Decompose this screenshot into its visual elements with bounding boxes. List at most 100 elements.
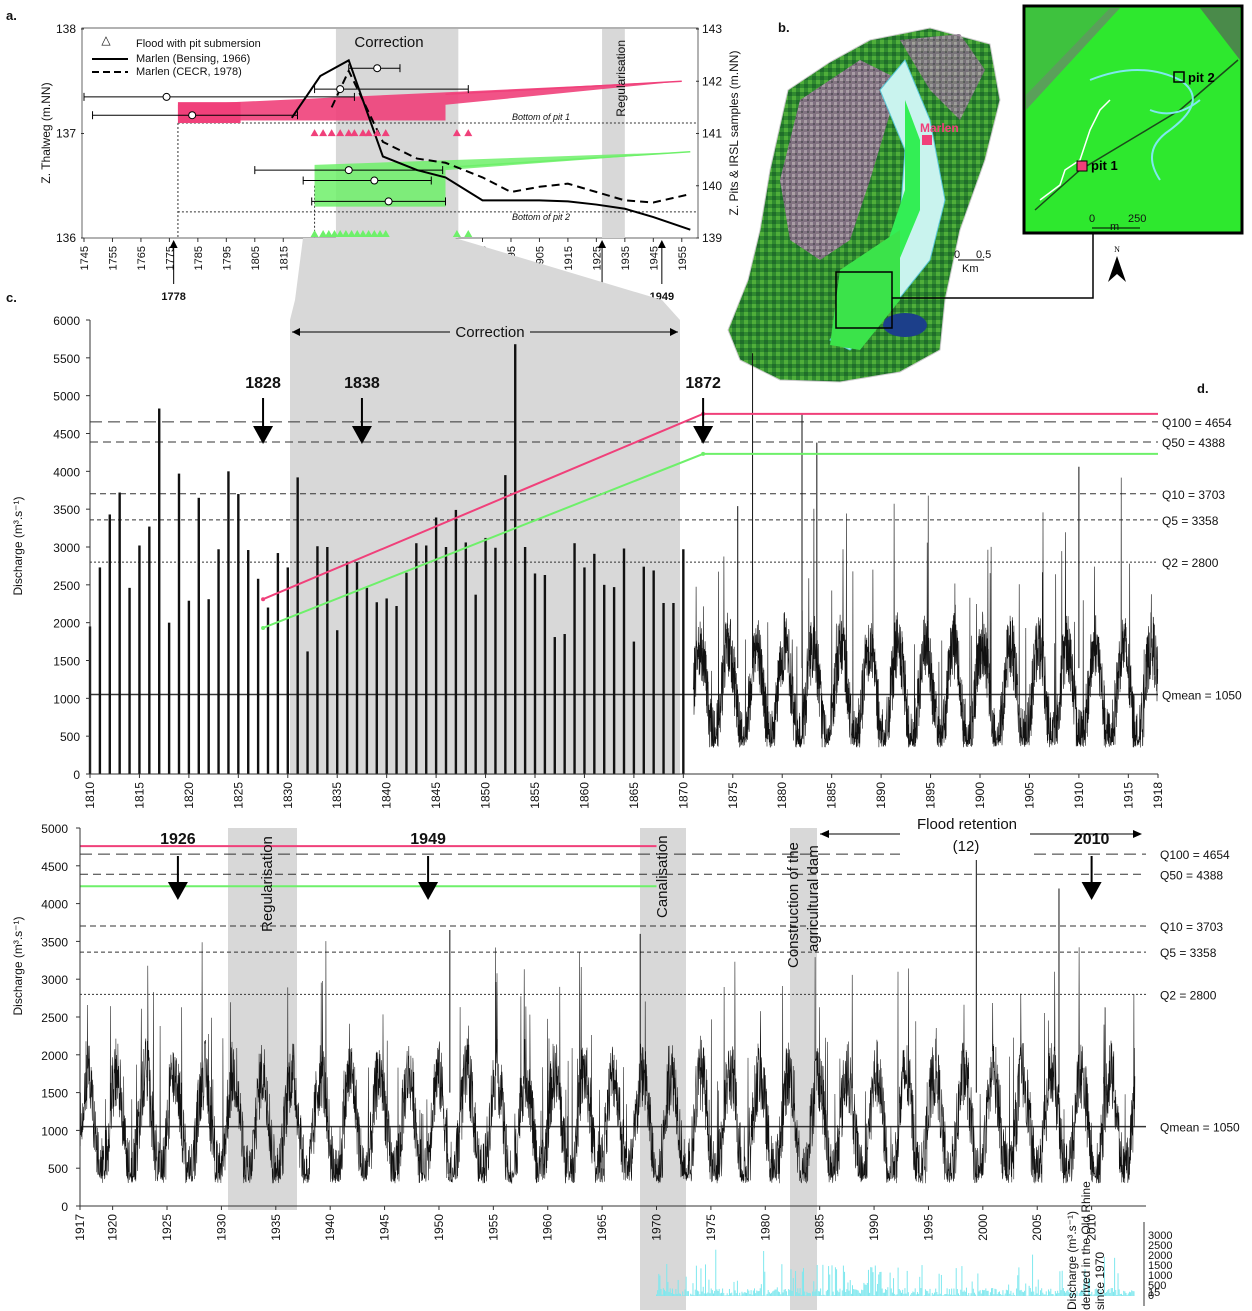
x-tick-label: 1890 [874, 782, 888, 809]
event-arrow-icon [1081, 882, 1102, 900]
old-rhine-label-line: derived in the Old Rhine [1079, 1181, 1093, 1310]
x-tick-label: 1960 [541, 1214, 555, 1241]
x-tick-label: 1885 [825, 782, 839, 809]
panel-label-b: b. [778, 20, 790, 35]
annual-bar [682, 549, 685, 774]
x-tick-label: 1850 [479, 782, 493, 809]
annual-bar [543, 574, 547, 774]
svg-text:agricultural dam: agricultural dam [805, 845, 822, 952]
daily-line [79, 941, 1136, 1185]
annual-bar [573, 543, 576, 774]
annual-bar [128, 587, 131, 774]
y-tick-label: 2500 [41, 1011, 68, 1025]
annual-bar [385, 598, 388, 774]
daily-discharge [692, 353, 1159, 748]
annual-bar [207, 599, 210, 774]
y-tick-label: 138 [56, 22, 76, 36]
annual-bar [237, 494, 240, 774]
annual-bar [108, 514, 111, 774]
annual-bar [612, 587, 616, 774]
quantile-label: Qmean = 1050 [1160, 1121, 1240, 1135]
y-tick-label: 4500 [41, 860, 68, 874]
sample-point [384, 197, 393, 206]
event-label: 1838 [344, 375, 380, 392]
annual-bar [464, 542, 467, 774]
y-tick-label: 3000 [53, 541, 80, 555]
x-tick-label: 1945 [378, 1214, 392, 1241]
quantile-label: Q100 = 4654 [1162, 416, 1232, 430]
flood-triangle [452, 129, 461, 137]
legend-item: Flood with pit submersion [136, 38, 261, 50]
x-tick-label: 1917 [73, 1214, 87, 1241]
annual-bar [197, 497, 200, 774]
y-tick-label: 1000 [41, 1124, 68, 1138]
event-label: 1926 [160, 831, 196, 848]
flood-triangle [364, 129, 373, 137]
y-tick-label: 3500 [53, 503, 80, 517]
annual-bar [563, 634, 566, 774]
annual-bar [365, 587, 369, 774]
y-tick-label: 5000 [41, 822, 68, 836]
event-arrow-icon [657, 240, 666, 248]
map-scale-inset: 0 250 m [1089, 213, 1146, 233]
flood-triangle [330, 230, 339, 237]
annual-bar [247, 550, 250, 774]
urban-area [900, 34, 985, 120]
annual-bar [454, 509, 458, 774]
x-tick-label: 1965 [595, 1214, 609, 1241]
y-tick-label: 4000 [41, 898, 68, 912]
trend-point [261, 625, 266, 630]
quantile-label: Q5 = 3358 [1160, 946, 1217, 960]
x-tick-label: 1870 [676, 782, 690, 809]
sample-point [344, 166, 353, 175]
x-tick-label: 1945 [648, 246, 660, 270]
annual-bar [375, 602, 378, 774]
old-rhine-tick-label: 500 [1148, 1280, 1166, 1292]
old-rhine-label-line: since 1970 [1093, 1252, 1107, 1310]
flood-triangle [324, 230, 333, 237]
y-tick-label: 500 [60, 730, 80, 744]
event-label: 2010 [1074, 831, 1110, 848]
x-tick-label: 1830 [281, 782, 295, 809]
panel-label-d: d. [1197, 381, 1209, 396]
y2-axis-label: Z. Pits & IRSL samples (m.NN) [727, 51, 741, 216]
pit2-label: pit 2 [1188, 70, 1215, 85]
flood-triangle [464, 230, 473, 237]
y-tick-label: 1000 [53, 692, 80, 706]
sample-point [162, 92, 171, 101]
x-tick-label: 1845 [429, 782, 443, 809]
flood-triangle [381, 230, 390, 237]
flood-triangle [353, 230, 362, 237]
x-tick-label: 1990 [867, 1214, 881, 1241]
y-tick-label: 0 [73, 768, 80, 782]
pit1-label: pit 1 [1091, 158, 1118, 173]
dam-construction-shading [790, 828, 817, 1310]
annual-bar [553, 637, 556, 774]
event-arrow-icon [253, 426, 274, 444]
sample-point [370, 176, 379, 185]
y-axis-label: Z. Thalweg (m.NN) [39, 82, 53, 183]
pit1-marker [1076, 160, 1088, 172]
x-tick-label: 1865 [627, 782, 641, 809]
flood-triangle [344, 129, 353, 137]
legend: △ Flood with pit submersion Marlen (Bens… [92, 33, 261, 78]
x-tick-label: 1745 [79, 246, 91, 270]
legend-item: Marlen (Bensing, 1966) [136, 53, 250, 65]
series-line [330, 68, 691, 204]
y-tick-label: 500 [48, 1162, 68, 1176]
x-tick-label: 1805 [250, 246, 262, 270]
flood-triangle [347, 230, 356, 237]
flood-triangle [358, 230, 367, 237]
correction-connector-shading [290, 238, 680, 320]
annual-bar [523, 547, 527, 774]
event-arrow-icon [598, 240, 607, 248]
north-label: N [1114, 245, 1120, 254]
svg-text:Km: Km [962, 263, 979, 275]
annual-bar [286, 567, 289, 774]
event-label: 1828 [245, 375, 281, 392]
regularisation-shading [602, 29, 625, 238]
annual-bar [227, 471, 230, 774]
svg-text:250: 250 [1128, 213, 1146, 225]
annual-bar [158, 408, 161, 774]
